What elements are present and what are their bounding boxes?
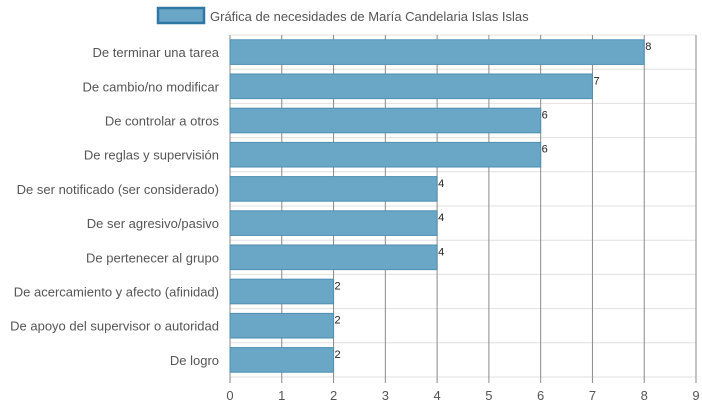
bar-value-label: 2 bbox=[335, 281, 341, 293]
bar-value-label: 4 bbox=[438, 246, 444, 258]
category-label: De acercamiento y afecto (afinidad) bbox=[14, 285, 219, 300]
x-tick-label: 9 bbox=[692, 388, 699, 403]
category-label: De cambio/no modificar bbox=[82, 79, 219, 94]
category-label: De reglas y supervisión bbox=[84, 148, 219, 163]
legend[interactable]: Gráfica de necesidades de María Candelar… bbox=[156, 6, 529, 25]
category-labels: De terminar una tarea De cambio/no modifi… bbox=[10, 45, 220, 368]
bar bbox=[229, 278, 335, 305]
x-tick-label: 6 bbox=[537, 388, 544, 403]
bar bbox=[229, 73, 593, 100]
bar bbox=[229, 176, 438, 202]
bar-value-label: 7 bbox=[593, 75, 599, 87]
category-label: De apoyo del supervisor o autoridad bbox=[10, 319, 219, 334]
bars bbox=[229, 39, 645, 373]
x-tick-label: 3 bbox=[382, 388, 389, 403]
x-tick-label: 4 bbox=[433, 388, 440, 403]
legend-swatch[interactable] bbox=[156, 6, 206, 25]
bar-value-label: 8 bbox=[645, 41, 651, 53]
bar-value-label: 4 bbox=[438, 178, 444, 190]
x-tick-label: 0 bbox=[226, 388, 233, 403]
bar bbox=[229, 39, 645, 65]
bar bbox=[229, 141, 542, 168]
bar-value-label: 2 bbox=[335, 349, 341, 361]
x-tick-label: 7 bbox=[589, 388, 596, 403]
bar-value-label: 6 bbox=[542, 110, 548, 122]
x-axis-ticks: 0 1 2 3 4 5 6 7 8 9 bbox=[226, 388, 699, 403]
x-tick-label: 1 bbox=[278, 388, 285, 403]
value-labels: 8 7 6 6 4 4 4 2 2 2 bbox=[335, 41, 652, 361]
x-tick-label: 5 bbox=[485, 388, 492, 403]
bar bbox=[229, 244, 438, 271]
bar-value-label: 2 bbox=[335, 315, 341, 327]
category-label: De pertenecer al grupo bbox=[86, 250, 219, 265]
bar-value-label: 6 bbox=[542, 144, 548, 156]
x-tick-label: 8 bbox=[641, 388, 648, 403]
bar bbox=[229, 347, 335, 373]
bar bbox=[229, 107, 542, 134]
legend-label[interactable]: Gráfica de necesidades de María Candelar… bbox=[210, 9, 529, 24]
bar-value-label: 4 bbox=[438, 212, 444, 224]
x-tick-label: 2 bbox=[330, 388, 337, 403]
category-label: De terminar una tarea bbox=[93, 45, 220, 60]
category-label: De logro bbox=[170, 353, 219, 368]
grid-minor-lines bbox=[230, 34, 696, 378]
bar bbox=[229, 210, 438, 236]
category-label: De ser agresivo/pasivo bbox=[87, 216, 219, 231]
bar bbox=[229, 312, 335, 339]
category-label: De controlar a otros bbox=[105, 114, 220, 129]
category-label: De ser notificado (ser considerado) bbox=[17, 182, 219, 197]
